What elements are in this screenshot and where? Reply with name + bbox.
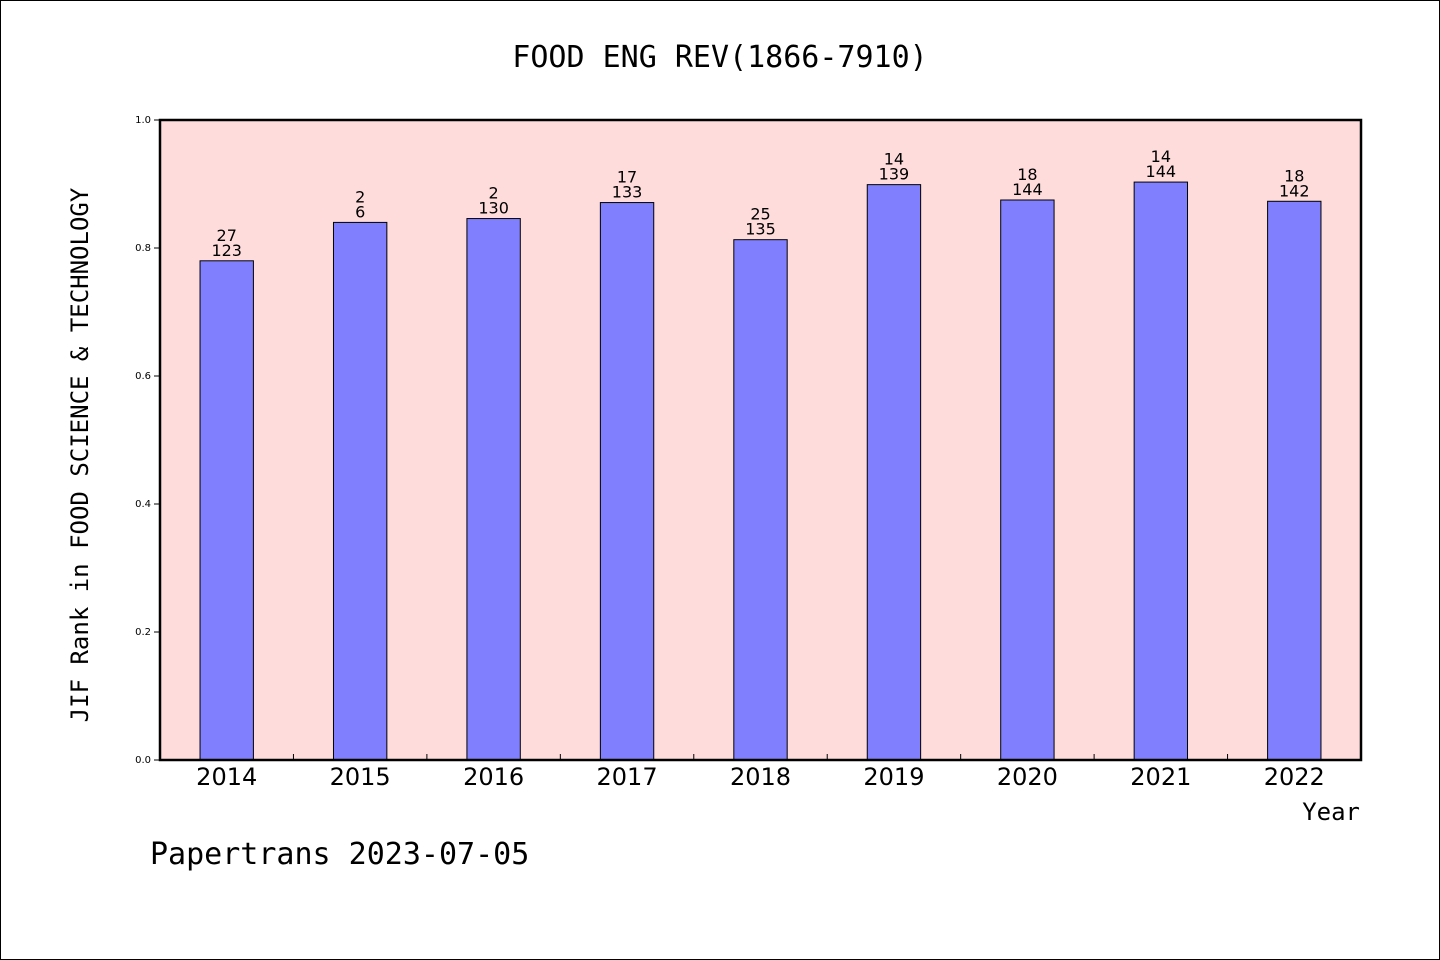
x-tick-label: 2021: [1130, 763, 1191, 791]
footer-credit: Papertrans 2023-07-05: [150, 837, 529, 872]
x-tick-label: 2016: [463, 763, 524, 791]
bar-2020: [1000, 199, 1055, 761]
bar-2021: [1133, 181, 1189, 761]
bar-total-label: 144: [1146, 162, 1177, 181]
bar-2022: [1267, 200, 1322, 761]
bar-rank-label: 18: [1017, 165, 1037, 184]
bar-rank-label: 18: [1284, 166, 1304, 185]
bar-total-label: 123: [211, 241, 242, 260]
bar-2016: [466, 218, 521, 761]
bars-layer: [199, 181, 1322, 761]
plot-border: [158, 118, 1363, 762]
y-tick-label: 0.2: [135, 627, 151, 638]
bar-rank-label: 14: [1151, 147, 1171, 166]
bar-2019: [866, 184, 922, 761]
chart-title: FOOD ENG REV(1866-7910): [512, 40, 927, 75]
bar-rank-label: 14: [884, 150, 904, 169]
bar-rank-label: 25: [750, 205, 770, 224]
bar-rank-label: 17: [617, 168, 637, 187]
x-tick-label: 2014: [196, 763, 257, 791]
bar-total-label: 144: [1012, 180, 1043, 199]
x-axis-ticks: 2014 2015 2016 2017 2018 2019 2020 2021 2022: [196, 754, 1325, 791]
bar-rank-label: 2: [355, 187, 365, 206]
x-tick-label: 2018: [730, 763, 791, 791]
bar-total-label: 133: [612, 183, 643, 202]
y-tick-label: 0.0: [135, 755, 151, 766]
bar-2014: [199, 260, 254, 761]
x-axis-label: Year: [1302, 798, 1360, 826]
bar-rank-label: 2: [489, 184, 499, 203]
y-axis-ticks: 0.0 0.2 0.4 0.6 0.8 1.0: [135, 115, 160, 766]
bar-2018: [733, 239, 788, 761]
y-tick-label: 0.8: [135, 243, 151, 254]
bar-total-label: 135: [745, 220, 776, 239]
x-tick-label: 2019: [863, 763, 924, 791]
bar-total-label: 6: [355, 202, 365, 221]
bar-2017: [599, 202, 655, 761]
y-axis-label: JIF Rank in FOOD SCIENCE & TECHNOLOGY: [66, 187, 94, 722]
x-tick-label: 2015: [330, 763, 391, 791]
x-tick-label: 2020: [997, 763, 1058, 791]
bar-total-label: 130: [478, 199, 509, 218]
bar-2015: [332, 221, 388, 761]
x-tick-label: 2022: [1264, 763, 1325, 791]
y-tick-label: 1.0: [135, 115, 151, 126]
bar-rank-label: 27: [217, 226, 237, 245]
y-tick-label: 0.6: [135, 371, 151, 382]
x-tick-label: 2017: [597, 763, 658, 791]
bar-total-label: 142: [1279, 181, 1310, 200]
y-tick-label: 0.4: [135, 499, 151, 510]
bar-total-label: 139: [879, 165, 910, 184]
